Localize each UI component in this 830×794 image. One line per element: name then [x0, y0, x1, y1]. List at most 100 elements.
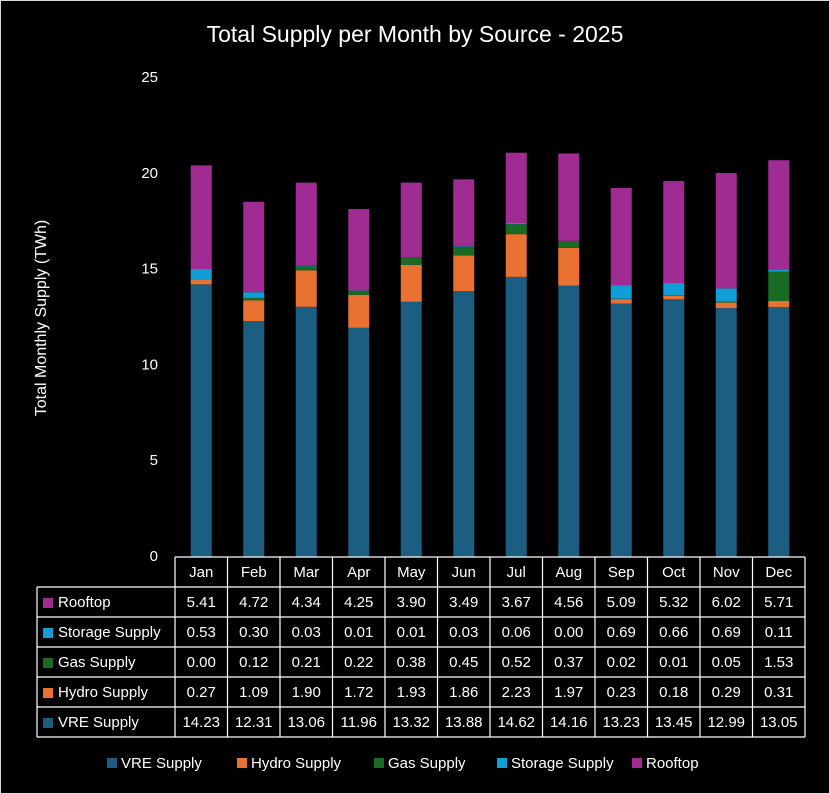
bar-segment — [190, 279, 212, 285]
table-value: 13.05 — [760, 714, 798, 731]
table-value: 0.05 — [712, 654, 741, 671]
bar-segment — [663, 299, 685, 557]
y-tick-label: 5 — [150, 452, 158, 469]
table-value: 0.45 — [449, 654, 478, 671]
bar-segment — [768, 271, 790, 302]
bar-segment — [295, 266, 317, 271]
x-tick-label: Oct — [662, 564, 686, 581]
bar-segment — [243, 321, 265, 557]
bar-segment — [715, 302, 737, 309]
table-value: 14.23 — [182, 714, 220, 731]
bar-segment — [243, 297, 265, 301]
y-tick-label: 15 — [141, 261, 158, 278]
bar-segment — [400, 264, 422, 302]
y-axis-title: Total Monthly Supply (TWh) — [33, 220, 50, 417]
bar-segment — [243, 300, 265, 322]
legend-key — [237, 758, 247, 768]
bar-segment — [663, 283, 685, 296]
table-value: 1.90 — [292, 684, 321, 701]
table-value: 1.86 — [449, 684, 478, 701]
bar-segment — [610, 285, 632, 299]
table-value: 14.62 — [497, 714, 535, 731]
x-tick-label: Aug — [555, 564, 582, 581]
table-value: 0.31 — [764, 684, 793, 701]
bar-segment — [768, 301, 790, 307]
table-row-label: Rooftop — [58, 594, 111, 611]
legend-key — [632, 758, 642, 768]
table-value: 5.09 — [607, 594, 636, 611]
table-value: 1.53 — [764, 654, 793, 671]
legend-label: Gas Supply — [388, 755, 466, 772]
bar-segment — [768, 269, 790, 272]
bar-segment — [558, 247, 580, 286]
bar-segment — [558, 240, 580, 248]
chart-title: Total Supply per Month by Source - 2025 — [207, 21, 624, 47]
table-value: 4.34 — [292, 594, 321, 611]
y-tick-label: 10 — [141, 356, 158, 373]
bar-segment — [295, 270, 317, 307]
bar-segment — [453, 246, 475, 256]
legend-label: Hydro Supply — [251, 755, 342, 772]
table-legend-key — [43, 688, 53, 698]
bar-segment — [715, 301, 737, 303]
table-value: 5.71 — [764, 594, 793, 611]
table-value: 12.31 — [235, 714, 273, 731]
bar-segment — [715, 308, 737, 557]
table-row-label: Storage Supply — [58, 624, 161, 641]
table-value: 4.25 — [344, 594, 373, 611]
table-value: 0.12 — [239, 654, 268, 671]
table-value: 0.02 — [607, 654, 636, 671]
bar-segment — [610, 303, 632, 557]
table-row-label: VRE Supply — [58, 714, 139, 731]
bar-segment — [715, 173, 737, 289]
table-value: 6.02 — [712, 594, 741, 611]
bar-segment — [348, 209, 370, 291]
bar-segment — [768, 160, 790, 270]
bar-segment — [610, 299, 632, 304]
legend-label: Storage Supply — [511, 755, 614, 772]
table-value: 0.03 — [449, 624, 478, 641]
table-value: 13.32 — [392, 714, 430, 731]
table-value: 4.72 — [239, 594, 268, 611]
table-value: 0.52 — [502, 654, 531, 671]
bar-segment — [505, 223, 527, 225]
table-value: 1.72 — [344, 684, 373, 701]
legend-key — [497, 758, 507, 768]
legend-key — [374, 758, 384, 768]
table-value: 0.23 — [607, 684, 636, 701]
bar-segment — [295, 265, 317, 267]
table-value: 13.23 — [602, 714, 640, 731]
table-value: 3.90 — [397, 594, 426, 611]
table-value: 0.03 — [292, 624, 321, 641]
table-legend-key — [43, 598, 53, 608]
table-legend-key — [43, 658, 53, 668]
bar-segment — [453, 291, 475, 557]
table-value: 0.01 — [397, 624, 426, 641]
bar-segment — [715, 288, 737, 302]
x-tick-label: Mar — [293, 564, 319, 581]
y-tick-label: 0 — [150, 548, 158, 565]
x-tick-label: Jul — [507, 564, 526, 581]
table-value: 12.99 — [707, 714, 745, 731]
x-tick-label: Jan — [189, 564, 213, 581]
y-tick-label: 20 — [141, 165, 158, 182]
table-value: 4.56 — [554, 594, 583, 611]
y-tick-label: 25 — [141, 69, 158, 86]
table-value: 13.88 — [445, 714, 483, 731]
table-value: 3.67 — [502, 594, 531, 611]
table-legend-key — [43, 718, 53, 728]
table-value: 0.38 — [397, 654, 426, 671]
bar-segment — [558, 285, 580, 557]
table-value: 0.69 — [607, 624, 636, 641]
x-tick-label: Apr — [347, 564, 370, 581]
bar-segment — [453, 255, 475, 292]
table-value: 0.06 — [502, 624, 531, 641]
bar-segment — [400, 182, 422, 258]
table-value: 3.49 — [449, 594, 478, 611]
bar-segment — [505, 152, 527, 224]
bar-segment — [663, 295, 685, 300]
bar-segment — [295, 182, 317, 266]
table-value: 0.01 — [659, 654, 688, 671]
bar-segment — [768, 306, 790, 557]
table-value: 1.93 — [397, 684, 426, 701]
